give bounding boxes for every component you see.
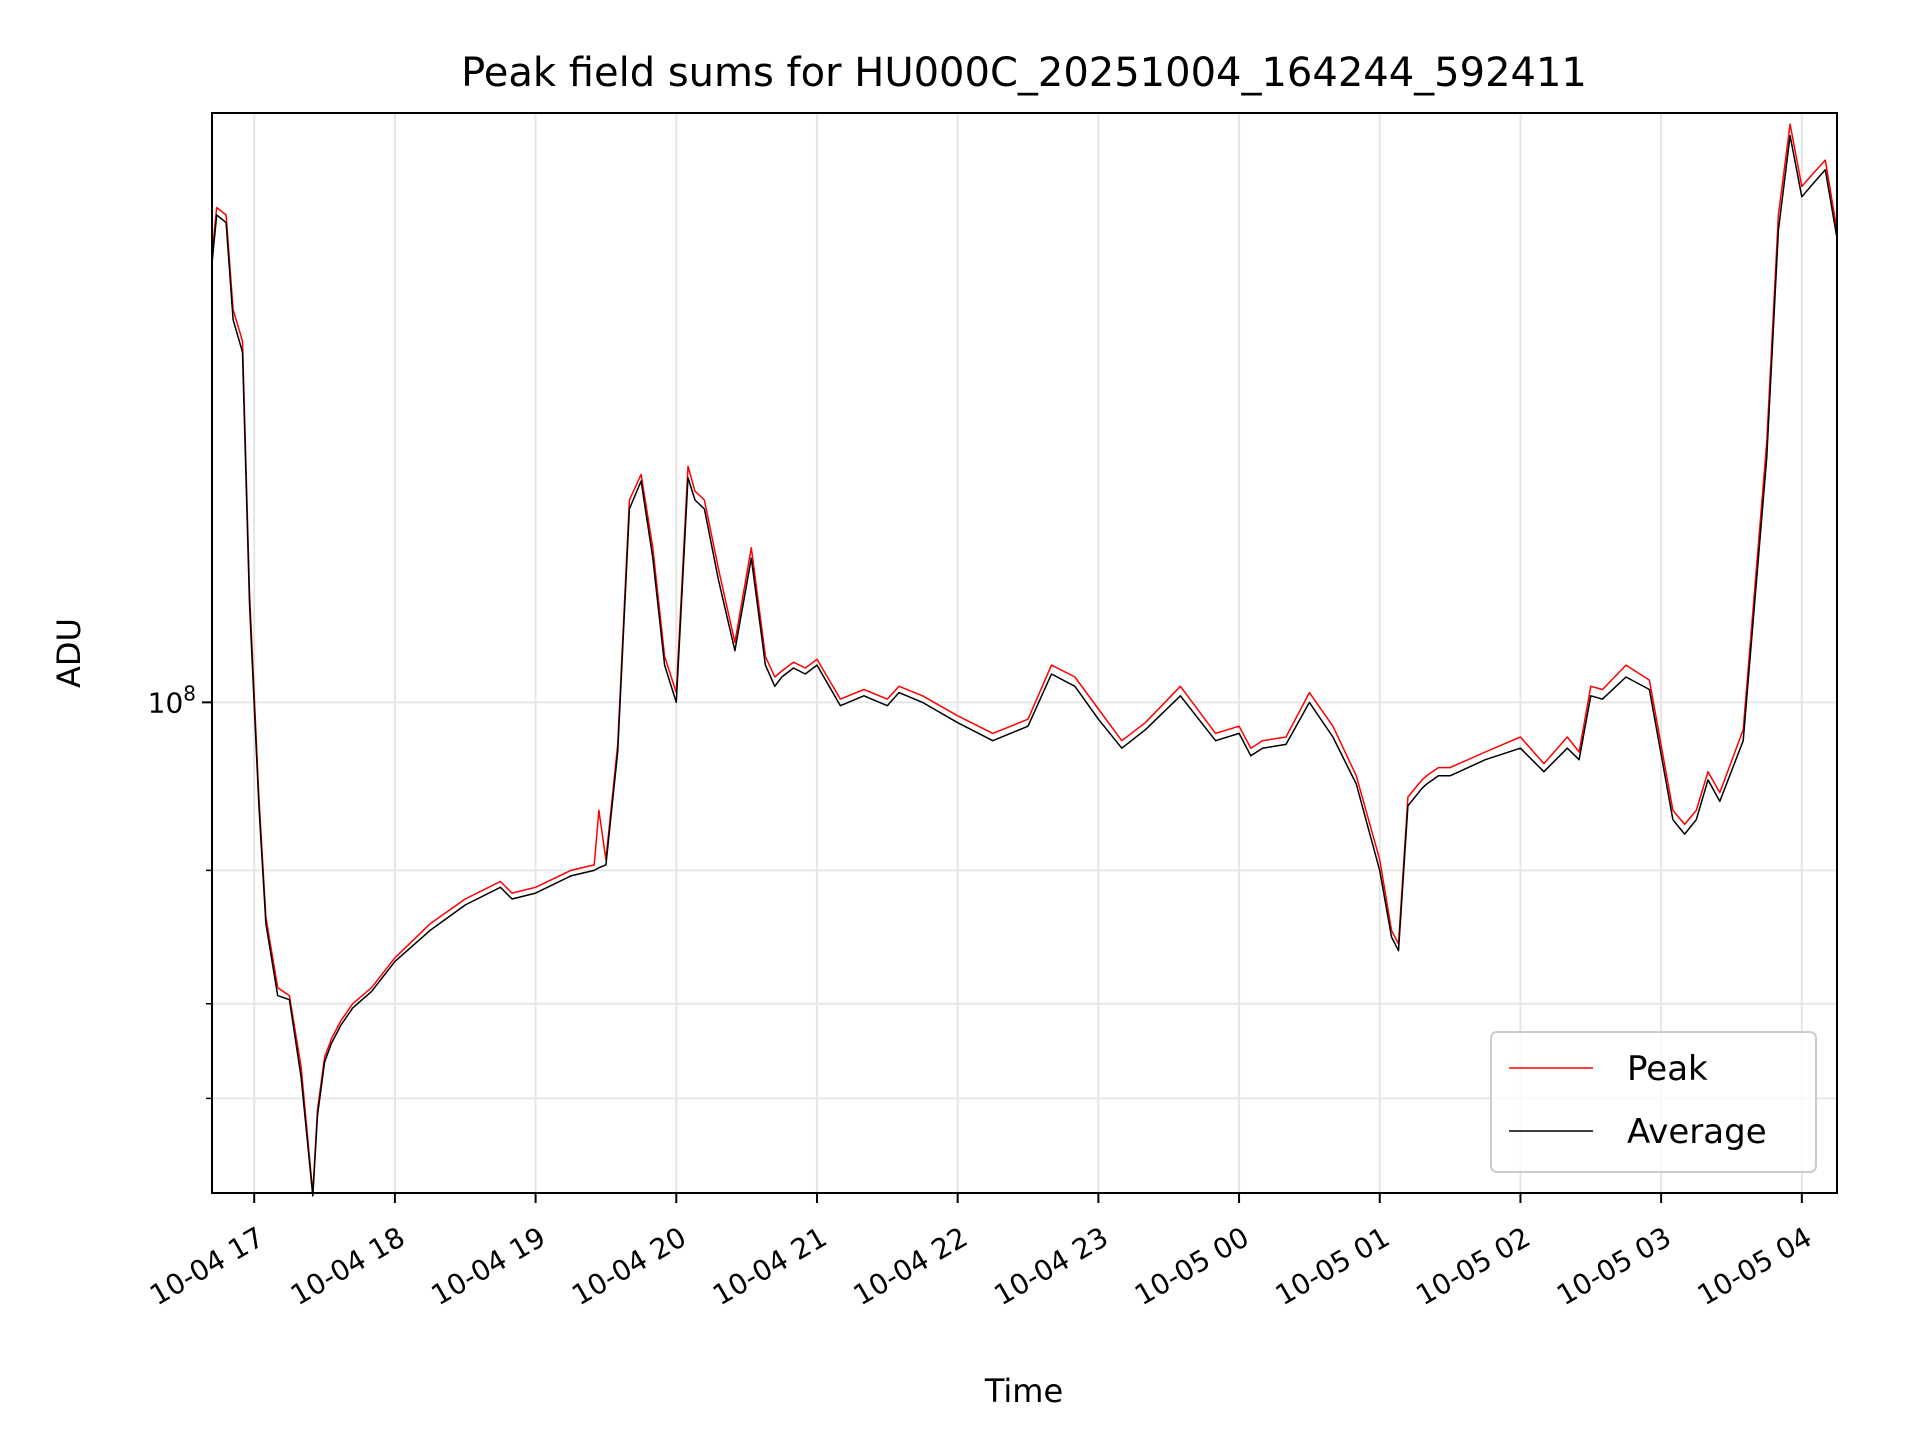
legend-box <box>1490 1031 1817 1173</box>
y-axis-title: ADU <box>50 618 88 688</box>
y-axis-ticks: 108 <box>148 681 212 1100</box>
y-tick-label: 108 <box>148 681 196 719</box>
series-line-average <box>211 134 1838 1197</box>
series-line-peak <box>211 123 1838 1194</box>
legend-label-peak: Peak <box>1627 1049 1708 1089</box>
x-axis-title: Time <box>984 1372 1063 1410</box>
plot-frame <box>211 112 1838 1194</box>
series-layer <box>211 123 1838 1197</box>
legend: Peak Average <box>1490 1031 1817 1173</box>
legend-label-average: Average <box>1627 1112 1767 1152</box>
chart-title: Peak field sums for HU000C_20251004_1642… <box>461 50 1587 96</box>
